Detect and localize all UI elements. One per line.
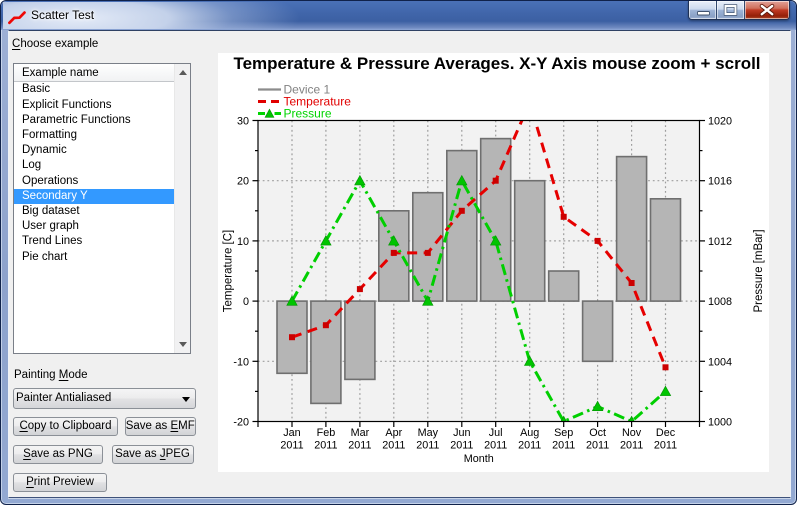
svg-text:Mar: Mar xyxy=(351,427,370,439)
svg-text:Month: Month xyxy=(464,453,494,465)
svg-text:Jun: Jun xyxy=(453,427,470,439)
svg-text:Feb: Feb xyxy=(317,427,336,439)
svg-text:1020: 1020 xyxy=(708,115,732,127)
svg-text:30: 30 xyxy=(237,115,249,127)
svg-text:1004: 1004 xyxy=(708,356,732,368)
svg-text:2011: 2011 xyxy=(450,439,473,451)
svg-text:2011: 2011 xyxy=(382,439,405,451)
svg-text:Oct: Oct xyxy=(589,427,606,439)
svg-text:Jul: Jul xyxy=(489,427,503,439)
svg-text:Temperature [C]: Temperature [C] xyxy=(223,229,235,311)
svg-text:2011: 2011 xyxy=(620,439,643,451)
svg-text:Temperature: Temperature xyxy=(284,94,352,108)
svg-text:1008: 1008 xyxy=(708,296,732,308)
svg-text:20: 20 xyxy=(237,175,249,187)
svg-text:Nov: Nov xyxy=(622,427,642,439)
svg-text:0: 0 xyxy=(243,296,249,308)
svg-text:1016: 1016 xyxy=(708,175,732,187)
svg-text:Sep: Sep xyxy=(554,427,573,439)
svg-text:-20: -20 xyxy=(233,416,249,428)
svg-text:2011: 2011 xyxy=(484,439,507,451)
svg-text:10: 10 xyxy=(237,235,249,247)
svg-text:-10: -10 xyxy=(233,356,249,368)
svg-text:1012: 1012 xyxy=(708,235,732,247)
svg-text:Temperature & Pressure Average: Temperature & Pressure Averages. X-Y Axi… xyxy=(233,54,760,73)
svg-text:2011: 2011 xyxy=(314,439,337,451)
svg-text:Pressure: Pressure xyxy=(284,106,332,120)
svg-text:Device 1: Device 1 xyxy=(284,82,331,96)
svg-text:1000: 1000 xyxy=(708,416,732,428)
svg-text:Jan: Jan xyxy=(283,427,300,439)
svg-text:2011: 2011 xyxy=(586,439,609,451)
svg-text:2011: 2011 xyxy=(552,439,575,451)
svg-text:Pressure [mBar]: Pressure [mBar] xyxy=(753,229,765,312)
svg-text:Apr: Apr xyxy=(385,427,402,439)
svg-text:2011: 2011 xyxy=(654,439,677,451)
svg-text:2011: 2011 xyxy=(416,439,439,451)
svg-text:May: May xyxy=(418,427,439,439)
svg-text:2011: 2011 xyxy=(518,439,541,451)
svg-text:2011: 2011 xyxy=(280,439,303,451)
svg-text:Aug: Aug xyxy=(520,427,539,439)
svg-text:2011: 2011 xyxy=(348,439,371,451)
svg-text:Dec: Dec xyxy=(656,427,676,439)
